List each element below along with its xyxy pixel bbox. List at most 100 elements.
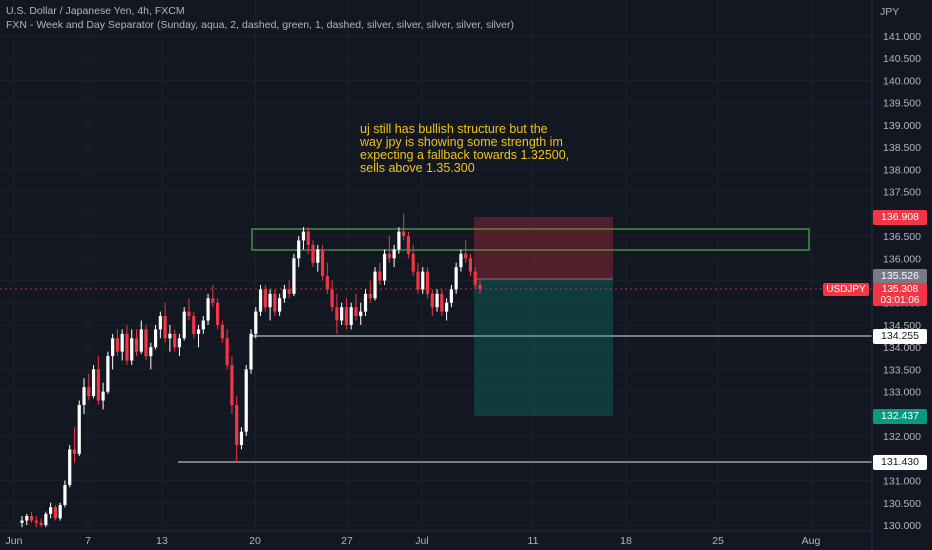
price-tick-label: 140.000 [883, 75, 921, 87]
candle-body [359, 311, 363, 317]
time-tick-label: 13 [156, 535, 168, 547]
candle-body [230, 364, 234, 405]
candle [273, 289, 277, 317]
resistance-zone[interactable] [251, 228, 810, 251]
price-tick-label: 138.000 [883, 164, 921, 176]
candle-body [249, 333, 253, 370]
candle [406, 231, 411, 259]
candle-body [468, 258, 473, 272]
candle [220, 320, 224, 343]
candle-body [387, 253, 391, 259]
candle-body [397, 231, 401, 250]
candle [311, 240, 315, 268]
candle-body [306, 231, 310, 245]
candle [330, 280, 334, 312]
candle [454, 262, 458, 294]
candle-body [168, 333, 172, 339]
time-axis[interactable]: Jun 7 13 20 27 Jul 11 18 25 Aug [6, 535, 821, 547]
candle [163, 302, 167, 343]
candle-body [421, 271, 425, 290]
candle [111, 333, 115, 370]
candle [149, 342, 153, 370]
candle-body [454, 267, 458, 290]
candle [49, 502, 53, 519]
candle [445, 298, 449, 321]
candle-body [139, 329, 143, 352]
candle [77, 400, 81, 457]
time-tick-label: Jul [415, 535, 428, 547]
candle-body [273, 293, 277, 312]
candle [473, 267, 477, 290]
trade-note[interactable]: uj still has bullish structure but the w… [360, 122, 570, 175]
candle [230, 356, 234, 414]
candle-body [445, 302, 449, 312]
candle [201, 316, 205, 334]
candle [378, 262, 382, 285]
candle-body [464, 253, 468, 259]
time-tick-label: 27 [341, 535, 353, 547]
time-tick-label: 25 [712, 535, 724, 547]
price-tick-label: 134.000 [883, 342, 921, 354]
candle-body [144, 329, 148, 357]
candle-body [392, 249, 396, 259]
candle-body [406, 236, 411, 254]
target-price-tag: 132.437 [873, 409, 927, 424]
candle-body [320, 249, 325, 277]
candle [120, 329, 124, 361]
candle-body [349, 307, 353, 325]
candle-body [82, 387, 86, 405]
candle [87, 373, 91, 401]
candle [206, 293, 210, 325]
candle [187, 298, 191, 321]
candle [363, 289, 368, 317]
candle-body [344, 307, 349, 325]
time-tick-label: 18 [620, 535, 632, 547]
stop-loss-zone[interactable] [474, 217, 613, 279]
price-axis[interactable]: 141.000 140.500 140.000 139.500 139.000 138.5… [883, 31, 921, 532]
candle [153, 324, 158, 350]
bar-countdown: 03:01:06 [880, 295, 920, 306]
candle-body [282, 289, 286, 299]
indicator-label[interactable]: FXN - Week and Day Separator (Sunday, aq… [6, 19, 514, 31]
candle-body [220, 324, 224, 339]
candle [25, 513, 29, 525]
candle [373, 267, 377, 301]
candle-body [478, 284, 482, 289]
candle [387, 236, 391, 263]
candle-body [363, 293, 368, 312]
price-tick-label: 132.000 [883, 431, 921, 443]
candle [106, 351, 110, 394]
candle-body [29, 516, 34, 521]
candle-body [72, 449, 77, 454]
candle [287, 280, 291, 299]
candle [478, 280, 482, 294]
candle-body [25, 516, 29, 521]
price-tick-label: 139.000 [883, 120, 921, 132]
candle [72, 427, 77, 463]
candle [39, 518, 43, 528]
candle-body [173, 333, 177, 348]
symbol-title[interactable]: U.S. Dollar / Japanese Yen, 4h, FXCM [6, 5, 185, 17]
candle-body [254, 311, 258, 334]
candle-body [68, 449, 72, 485]
candle-body [134, 338, 139, 352]
take-profit-zone[interactable] [474, 279, 613, 416]
candle [282, 284, 286, 303]
candle [182, 307, 186, 341]
price-tick-label: 133.000 [883, 387, 921, 399]
candle-body [120, 333, 124, 352]
candle [382, 249, 387, 285]
candle [96, 356, 100, 405]
price-tick-label: 141.000 [883, 31, 921, 43]
candle-body [368, 293, 372, 299]
candle [435, 289, 439, 312]
candle [177, 333, 182, 357]
candle-body [125, 333, 129, 361]
candle [335, 293, 339, 334]
price-tick-label: 130.000 [883, 520, 921, 532]
candle [254, 307, 258, 339]
candle [158, 311, 162, 339]
level-upper-tag: 134.255 [873, 329, 927, 344]
candle-body [101, 391, 105, 401]
